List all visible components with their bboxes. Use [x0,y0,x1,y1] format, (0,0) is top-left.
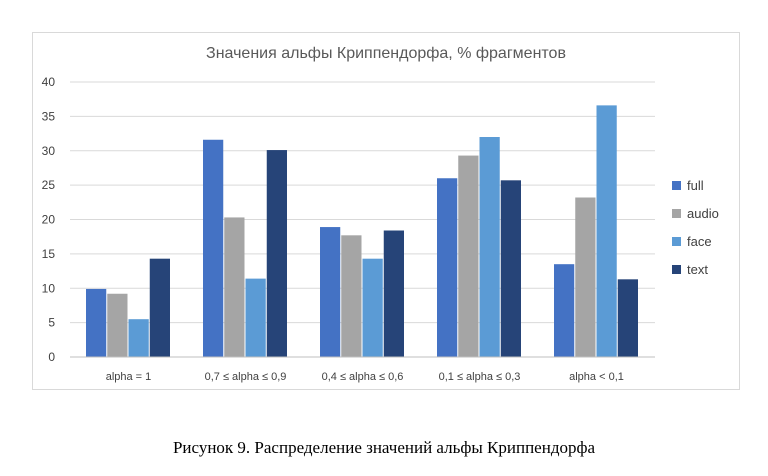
bar-chart: Значения альфы Криппендорфа, % фрагменто… [42,45,719,383]
x-tick-label: 0,4 ≤ alpha ≤ 0,6 [322,371,404,383]
y-tick-label: 20 [42,213,56,227]
legend-label-face: face [687,234,712,249]
bar-face [128,319,149,357]
legend-swatch-text [672,265,681,274]
x-tick-label: 0,7 ≤ alpha ≤ 0,9 [205,371,287,383]
figure-caption: Рисунок 9. Распределение значений альфы … [172,438,596,457]
chart-title: Значения альфы Криппендорфа, % фрагменто… [206,45,566,62]
bar-face [245,278,266,357]
bar-face [362,258,383,357]
y-tick-label: 15 [42,247,56,261]
legend-label-audio: audio [687,206,719,221]
y-tick-label: 35 [42,109,56,123]
x-axis-labels: alpha = 1 0,7 ≤ alpha ≤ 0,9 0,4 ≤ alpha ≤ … [106,371,624,383]
bar-text [266,150,287,357]
legend: full audio face text [672,178,719,277]
x-tick-label: alpha = 1 [106,371,152,383]
y-tick-label: 25 [42,178,56,192]
legend-swatch-full [672,181,681,190]
legend-swatch-audio [672,209,681,218]
legend-swatch-face [672,237,681,246]
bar-full [554,264,575,357]
bar-text [617,279,638,357]
bar-audio [107,293,128,357]
legend-label-full: full [687,178,704,193]
bar-full [320,227,341,357]
x-tick-label: alpha < 0,1 [569,371,624,383]
bar-face [596,105,617,357]
bar-text [149,258,170,357]
bars [86,105,638,357]
y-tick-label: 10 [42,281,56,295]
bar-full [86,288,107,357]
y-tick-label: 40 [42,75,56,89]
bar-text [383,230,404,357]
y-tick-label: 5 [48,316,55,330]
bar-audio [224,217,245,357]
bar-face [479,137,500,357]
y-tick-label: 30 [42,144,56,158]
bar-audio [575,197,596,357]
bar-full [437,178,458,357]
bar-audio [458,155,479,357]
y-axis-ticks: 0 5 10 15 20 25 30 35 40 [42,75,56,364]
legend-label-text: text [687,262,708,277]
y-tick-label: 0 [48,350,55,364]
x-tick-label: 0,1 ≤ alpha ≤ 0,3 [439,371,521,383]
bar-full [203,139,224,357]
bar-text [500,180,521,357]
bar-audio [341,235,362,357]
